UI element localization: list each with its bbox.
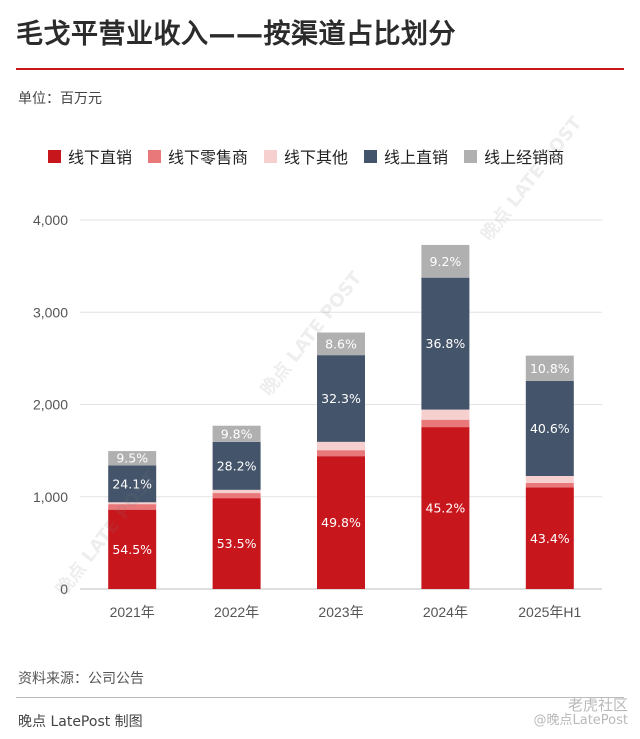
data-label: 8.6% <box>325 336 357 351</box>
bar-segment <box>525 355 574 381</box>
legend-item: 线上经销商 <box>464 144 564 168</box>
legend-label: 线下直销 <box>68 148 133 167</box>
bar-segment <box>108 465 157 503</box>
legend-swatch <box>364 149 378 163</box>
data-label: 10.8% <box>530 361 570 376</box>
legend-label: 线下零售商 <box>168 148 249 167</box>
bar-segment <box>421 409 470 420</box>
data-label: 32.3% <box>321 391 361 406</box>
bar-segment <box>421 419 470 428</box>
data-label: 28.2% <box>217 458 257 473</box>
footer-divider <box>16 697 624 698</box>
bar-segment <box>421 244 470 278</box>
data-label: 9.2% <box>430 254 462 269</box>
legend-label: 线上经销商 <box>484 148 565 167</box>
data-label: 9.5% <box>116 451 148 466</box>
bar-segment <box>317 450 365 457</box>
data-label: 9.8% <box>221 426 253 441</box>
bar-segment <box>317 441 365 451</box>
data-label: 54.5% <box>112 542 152 557</box>
bar-segment <box>212 425 261 442</box>
bar-segment <box>421 277 470 410</box>
legend-item: 线下其他 <box>264 144 348 168</box>
y-tick-label: 2,000 <box>33 397 68 413</box>
x-tick-label: 2024年 <box>423 604 468 620</box>
bar-segment <box>212 441 261 490</box>
corner-watermark: 老虎社区 @晚点LatePost <box>533 697 628 729</box>
watermark-line-2: @晚点LatePost <box>533 713 628 728</box>
legend-item: 线上直销 <box>364 144 448 168</box>
data-label: 36.8% <box>426 336 466 351</box>
y-tick-label: 4,000 <box>33 212 68 228</box>
watermark-line-1: 老虎社区 <box>567 696 628 714</box>
credit-note: 晚点 LatePost 制图 <box>18 714 143 730</box>
legend: 线下直销 线下零售商 线下其他 线上直销 线上经销商 <box>48 144 564 168</box>
bar-segment <box>108 451 157 466</box>
data-label: 53.5% <box>217 536 257 551</box>
title-divider <box>16 68 624 70</box>
bar-segment <box>317 355 365 442</box>
bar-segment <box>212 489 261 494</box>
bar-segment <box>212 493 261 499</box>
bar-segment <box>525 487 574 589</box>
stacked-bar-chart: 0 1,000 2,000 3,000 4,000 54.5% 24.1% 9.5% 2021年… <box>33 212 602 620</box>
y-tick-label: 3,000 <box>33 304 68 320</box>
bar-segment <box>108 509 157 589</box>
legend-item: 线下直销 <box>48 144 132 168</box>
bar-segment <box>212 498 261 589</box>
legend-swatch <box>464 149 478 163</box>
legend-swatch <box>264 149 278 163</box>
bar-segment <box>108 504 157 510</box>
data-label: 49.8% <box>321 515 361 530</box>
unit-label: 单位：百万元 <box>18 91 102 107</box>
y-tick-label: 0 <box>60 581 68 597</box>
x-tick-label: 2022年 <box>214 604 259 620</box>
bar-segment <box>525 482 574 488</box>
bar-segment <box>421 427 470 589</box>
data-label: 43.4% <box>530 531 570 546</box>
legend-label: 线上直销 <box>384 148 449 167</box>
bar-segment <box>525 380 574 476</box>
x-tick-label: 2023年 <box>318 604 363 620</box>
legend-item: 线下零售商 <box>148 144 248 168</box>
x-tick-label: 2025年H1 <box>518 604 581 620</box>
bar-segment <box>525 475 574 483</box>
legend-swatch <box>48 149 61 163</box>
legend-swatch <box>148 149 162 163</box>
data-label: 24.1% <box>112 476 152 491</box>
bar-segment <box>317 456 365 589</box>
bar-segment <box>317 332 365 356</box>
y-tick-label: 1,000 <box>33 489 68 505</box>
data-label: 45.2% <box>426 501 466 516</box>
chart-title: 毛戈平营业收入——按渠道占比划分 <box>16 19 456 50</box>
legend-label: 线下其他 <box>284 148 349 167</box>
bar-segment <box>108 502 157 505</box>
x-tick-label: 2021年 <box>110 604 155 620</box>
source-note: 资料来源：公司公告 <box>18 671 144 687</box>
data-label: 40.6% <box>530 421 570 436</box>
